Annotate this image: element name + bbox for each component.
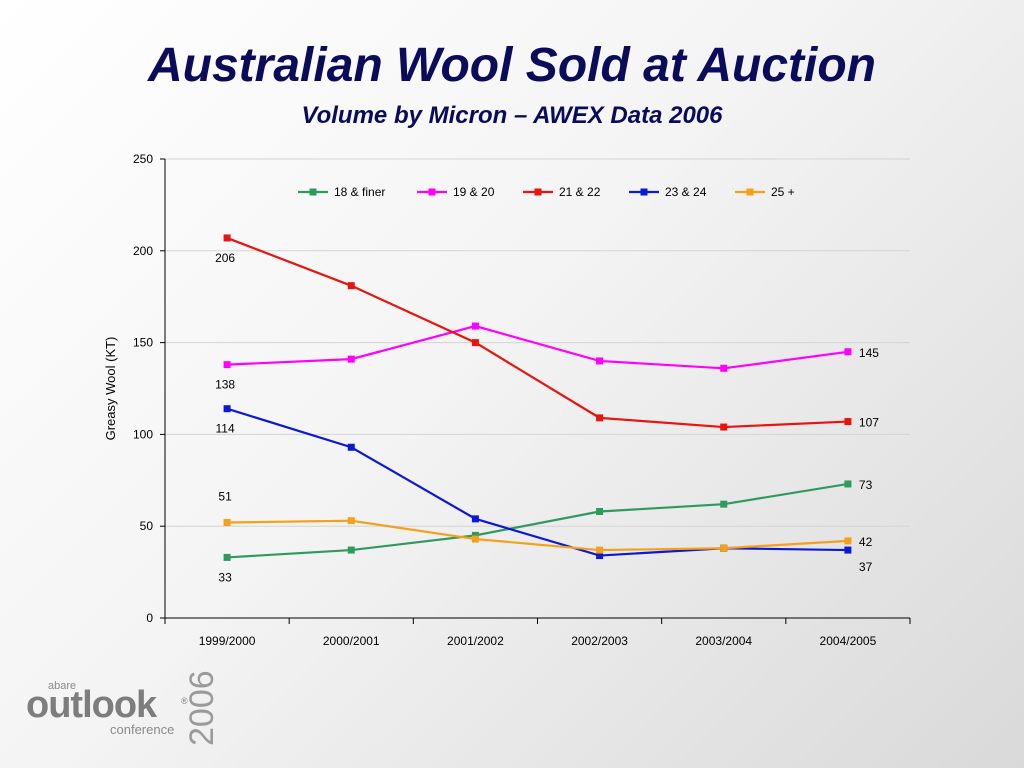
legend-marker — [640, 188, 648, 196]
data-point — [471, 515, 479, 523]
data-point — [720, 364, 728, 372]
data-point — [223, 405, 231, 413]
data-point — [471, 322, 479, 330]
data-point — [347, 355, 355, 363]
abare-outlook-logo: abare outlook ® conference 2006 — [26, 662, 226, 754]
x-tick-label: 2001/2002 — [447, 634, 504, 648]
data-point — [596, 357, 604, 365]
slide-subtitle: Volume by Micron – AWEX Data 2006 — [301, 102, 723, 129]
y-axis-title: Greasy Wool (KT) — [103, 337, 118, 441]
logo-outlook-text: outlook — [26, 684, 157, 726]
data-point — [347, 443, 355, 451]
data-label: 73 — [859, 478, 873, 492]
data-label: 206 — [215, 251, 235, 265]
data-point — [347, 282, 355, 290]
data-point — [844, 418, 852, 426]
data-label: 145 — [859, 346, 879, 360]
data-point — [347, 517, 355, 525]
y-tick-label: 50 — [140, 519, 154, 533]
y-tick-label: 100 — [133, 427, 153, 441]
data-point — [596, 414, 604, 422]
slide-title: Australian Wool Sold at Auction — [147, 39, 876, 92]
data-point — [844, 480, 852, 488]
data-point — [844, 348, 852, 356]
x-tick-label: 2003/2004 — [695, 634, 752, 648]
legend-marker — [309, 188, 317, 196]
legend-marker — [746, 188, 754, 196]
data-label: 37 — [859, 560, 873, 574]
data-point — [223, 553, 231, 561]
series-line — [227, 519, 848, 552]
data-point — [844, 546, 852, 554]
x-tick-label: 2004/2005 — [820, 634, 877, 648]
series-line — [227, 324, 849, 370]
logo-year-text: 2006 — [183, 670, 221, 746]
data-label: 51 — [218, 490, 232, 504]
data-point — [347, 546, 355, 554]
legend-label: 18 & finer — [334, 185, 385, 199]
logo-conference-text: conference — [110, 722, 175, 737]
data-point — [596, 552, 604, 560]
x-tick-label: 2002/2003 — [571, 634, 628, 648]
y-tick-label: 0 — [146, 611, 153, 625]
data-label: 138 — [215, 378, 235, 392]
x-tick-label: 1999/2000 — [199, 634, 256, 648]
x-tick-label: 2000/2001 — [323, 634, 380, 648]
data-point — [471, 531, 479, 539]
data-point — [223, 234, 231, 242]
data-point — [223, 519, 231, 527]
data-point — [471, 339, 479, 347]
legend-label: 19 & 20 — [453, 185, 495, 199]
y-tick-label: 250 — [133, 152, 153, 166]
y-tick-label: 150 — [133, 336, 153, 350]
legend-label: 25 + — [771, 185, 795, 199]
legend-label: 21 & 22 — [559, 185, 601, 199]
series-line — [226, 407, 848, 557]
data-point — [720, 423, 728, 431]
data-point — [720, 544, 728, 552]
data-point — [596, 546, 604, 554]
series-line — [226, 236, 848, 429]
data-point — [596, 508, 604, 516]
data-label: 114 — [216, 422, 235, 436]
series-line — [227, 482, 849, 559]
logo-registered-mark: ® — [181, 696, 188, 706]
data-label: 33 — [218, 570, 232, 584]
data-label: 42 — [859, 535, 873, 549]
data-point — [844, 537, 852, 545]
data-point — [471, 535, 479, 543]
y-tick-label: 200 — [133, 244, 153, 258]
legend-marker — [534, 188, 542, 196]
data-point — [720, 500, 728, 508]
legend-marker — [428, 188, 436, 196]
legend-label: 23 & 24 — [665, 185, 707, 199]
data-label: 107 — [859, 416, 879, 430]
logo-abare-text: abare — [48, 680, 77, 692]
data-point — [223, 361, 231, 369]
